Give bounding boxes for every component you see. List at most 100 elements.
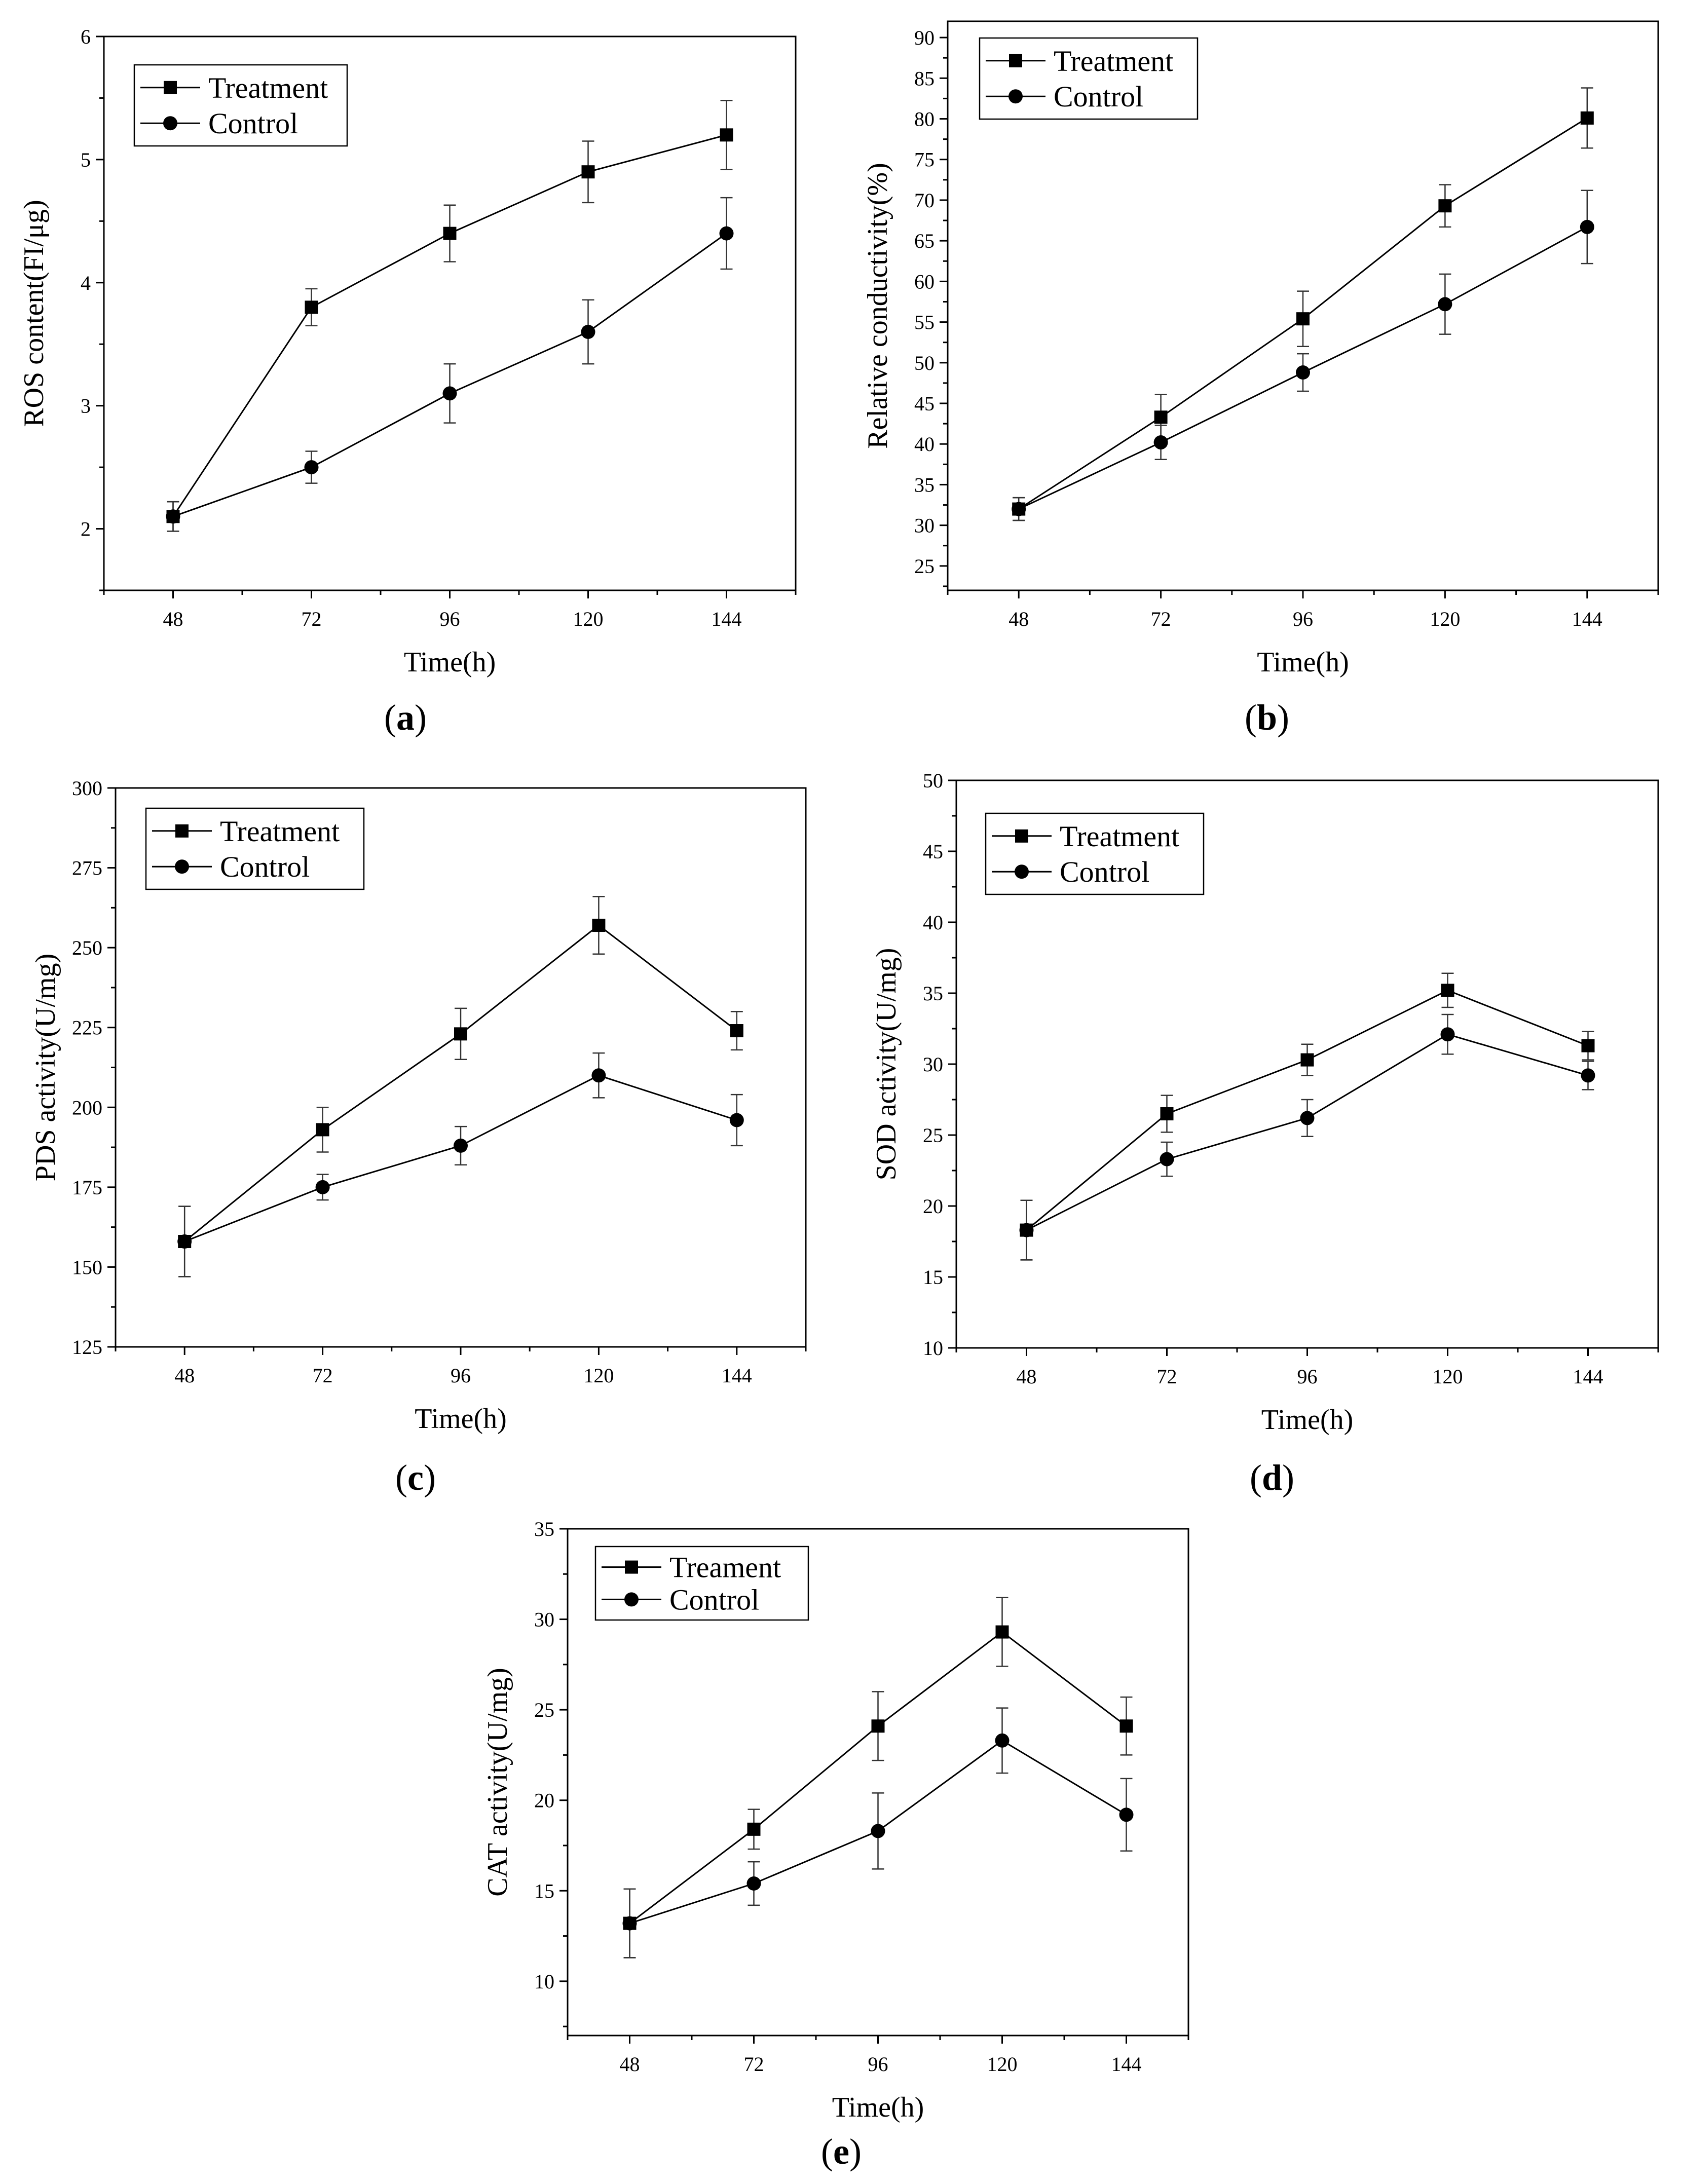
x-axis-label: Time(h): [832, 2092, 924, 2123]
x-axis-label: Time(h): [1257, 647, 1349, 678]
y-tick-label: 45: [914, 392, 935, 415]
panel-label: (a): [384, 697, 427, 738]
series-control: [622, 1707, 1134, 1959]
legend-label: Treatment: [1054, 45, 1173, 78]
legend-label: Treatment: [1060, 820, 1179, 853]
y-tick-label: 55: [914, 311, 935, 334]
x-tick-label: 120: [573, 608, 604, 630]
chart-panel-b: 25 30 35 40 45 50 55 60 65 70 75 80 85 90 48 72 96 120 144…: [862, 20, 1659, 738]
x-tick-label: 120: [1433, 1365, 1463, 1388]
x-tick-label: 144: [1573, 1365, 1603, 1388]
chart-panel-e: 10 15 20 25 30 35 48 72 96 120 144 Time(h) CAT activ…: [482, 1518, 1189, 2172]
data-point: [871, 1824, 885, 1838]
y-tick-label: 75: [914, 148, 935, 171]
data-point: [177, 1234, 192, 1249]
x-tick-label: 120: [987, 2053, 1018, 2076]
data-point: [1019, 1223, 1034, 1237]
legend-box: [979, 37, 1199, 120]
x-tick-label: 144: [1572, 608, 1602, 630]
y-tick-label: 40: [914, 433, 935, 456]
data-point: [1300, 1111, 1315, 1125]
legend-label: Control: [1054, 80, 1143, 113]
data-point: [443, 227, 457, 240]
legend-box: [594, 1546, 809, 1621]
legend-marker: [1009, 54, 1022, 67]
legend-label: Control: [220, 850, 310, 883]
x-tick-label: 72: [302, 608, 322, 630]
data-point: [747, 1822, 761, 1836]
y-tick-label: 35: [923, 982, 943, 1005]
data-point: [995, 1733, 1010, 1748]
y-tick-label: 85: [914, 67, 935, 90]
x-tick-label: 96: [1293, 608, 1313, 630]
data-point: [720, 128, 733, 142]
x-tick-label: 144: [712, 608, 742, 630]
data-point: [1441, 984, 1454, 997]
data-point: [316, 1123, 329, 1137]
legend-label: Control: [669, 1583, 759, 1616]
data-point: [1440, 1027, 1455, 1042]
data-point: [454, 1027, 467, 1041]
series-line: [629, 1631, 1127, 1924]
y-axis-label: PDS activity(U/mg): [30, 954, 61, 1182]
data-point: [315, 1180, 330, 1194]
data-point: [592, 919, 606, 932]
series-control: [177, 1052, 744, 1277]
series-treatment: [1012, 87, 1594, 521]
x-tick-label: 72: [744, 2053, 764, 2076]
y-tick-label: 200: [72, 1096, 102, 1119]
data-point: [1581, 1039, 1595, 1052]
y-tick-label: 15: [923, 1266, 943, 1289]
y-axis-label: SOD activity(U/mg): [871, 948, 902, 1181]
x-tick-label: 72: [1157, 1365, 1177, 1388]
y-tick-label: 275: [72, 857, 102, 880]
y-tick-label: 65: [914, 230, 935, 252]
legend-marker: [164, 81, 177, 94]
x-tick-label: 72: [1151, 608, 1171, 630]
legend-marker: [175, 859, 189, 874]
data-point: [1438, 297, 1452, 312]
y-tick-label: 225: [72, 1016, 102, 1039]
y-tick-label: 50: [914, 352, 935, 374]
series-treament: [623, 1597, 1133, 1959]
legend-label: Treatment: [220, 815, 340, 848]
y-tick-label: 175: [72, 1176, 102, 1199]
data-point: [995, 1625, 1009, 1639]
x-axis-label: Time(h): [1261, 1404, 1354, 1436]
data-point: [1580, 219, 1594, 234]
panel-label: (c): [395, 1457, 436, 1498]
y-tick-label: 4: [81, 272, 91, 294]
legend-label: Treament: [669, 1551, 781, 1584]
data-point: [719, 226, 734, 241]
legend-marker: [175, 824, 189, 838]
legend-marker: [1015, 864, 1029, 879]
series-control: [1019, 1013, 1595, 1261]
data-point: [1119, 1719, 1133, 1733]
y-tick-label: 45: [923, 840, 943, 863]
data-point: [1160, 1107, 1174, 1120]
x-tick-label: 72: [313, 1364, 333, 1387]
series-control: [166, 197, 734, 532]
data-point: [871, 1719, 885, 1733]
x-tick-label: 120: [1430, 608, 1460, 630]
y-axis-label: Relative conductivity(%): [862, 163, 893, 448]
x-tick-label: 120: [583, 1364, 614, 1387]
x-tick-label: 96: [1297, 1365, 1318, 1388]
y-tick-label: 35: [534, 1518, 554, 1540]
x-tick-label: 144: [1111, 2053, 1142, 2076]
y-tick-label: 90: [914, 26, 935, 49]
data-point: [591, 1068, 606, 1083]
legend-label: Treatment: [208, 71, 328, 104]
legend-marker: [1008, 89, 1023, 104]
y-tick-label: 70: [914, 189, 935, 212]
y-tick-label: 50: [923, 769, 943, 792]
data-point: [581, 324, 595, 339]
data-point: [1154, 410, 1168, 424]
series-treatment: [166, 100, 733, 532]
chart-panel-c: 125 150 175 200 225 250 275 300 48 72 96 120 144 Time…: [30, 777, 807, 1498]
x-tick-label: 48: [1017, 1365, 1037, 1388]
data-point: [454, 1138, 468, 1153]
y-tick-label: 125: [72, 1336, 102, 1359]
